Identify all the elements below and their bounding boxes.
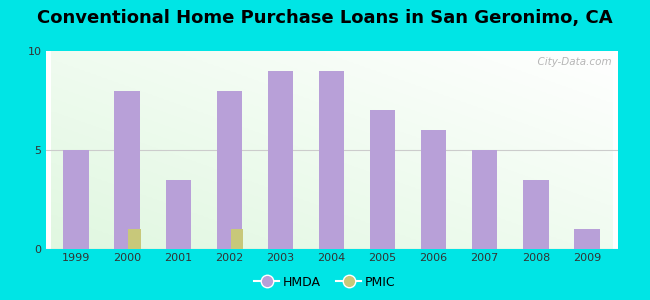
Legend: HMDA, PMIC: HMDA, PMIC: [250, 271, 400, 294]
Bar: [166, 180, 191, 249]
Bar: [370, 110, 395, 249]
Bar: [574, 229, 599, 249]
Bar: [114, 91, 140, 249]
Bar: [268, 71, 293, 249]
Bar: [64, 150, 89, 249]
Bar: [216, 91, 242, 249]
Bar: [421, 130, 447, 249]
Bar: [129, 229, 141, 249]
Text: Conventional Home Purchase Loans in San Geronimo, CA: Conventional Home Purchase Loans in San …: [37, 9, 613, 27]
Bar: [231, 229, 243, 249]
Text: City-Data.com: City-Data.com: [531, 57, 612, 67]
Bar: [472, 150, 497, 249]
Bar: [523, 180, 549, 249]
Bar: [318, 71, 344, 249]
